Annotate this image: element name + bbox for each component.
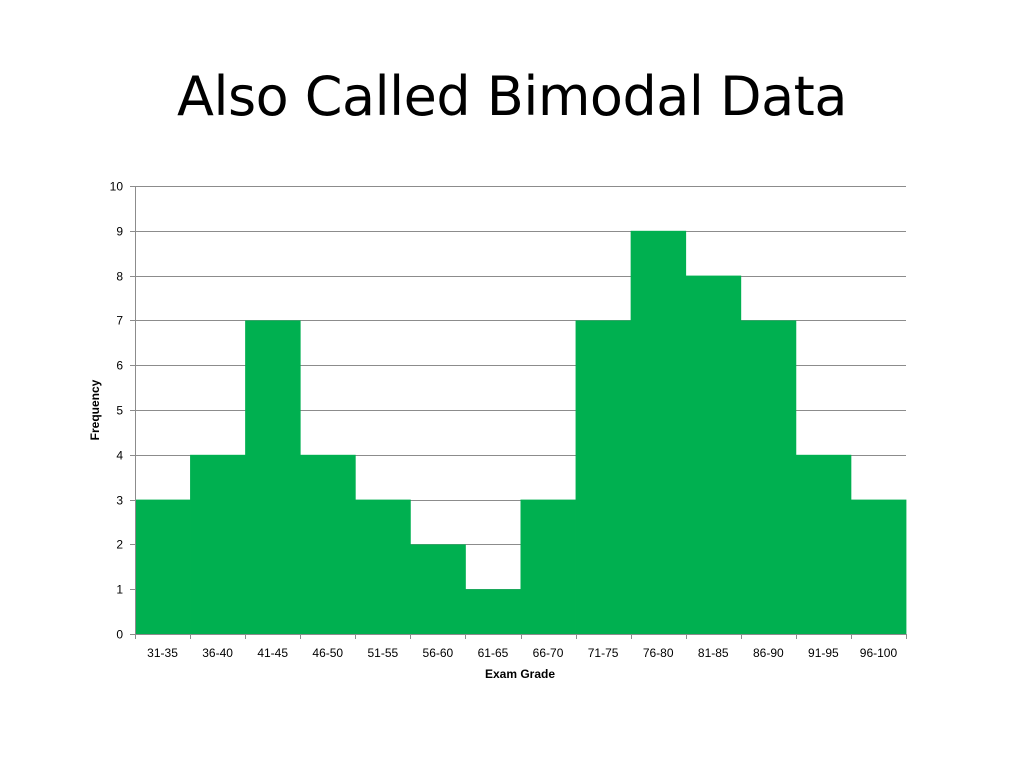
y-tick-label: 9 <box>116 225 123 239</box>
bar-66-70 <box>520 499 576 634</box>
bar-61-65 <box>465 589 521 634</box>
x-tick-label: 31-35 <box>147 646 178 660</box>
bar-71-75 <box>575 320 632 634</box>
x-tick-label: 76-80 <box>643 646 674 660</box>
x-tick-label: 81-85 <box>698 646 729 660</box>
x-axis-title: Exam Grade <box>485 667 555 681</box>
x-tick-label: 61-65 <box>478 646 509 660</box>
y-tick-label: 2 <box>116 538 123 552</box>
y-tick-label: 7 <box>116 314 123 328</box>
bar-96-100 <box>850 499 907 634</box>
bar-31-35 <box>135 499 191 634</box>
x-tick-label: 56-60 <box>423 646 454 660</box>
bar-41-45 <box>245 320 301 634</box>
y-tick-label: 5 <box>116 404 123 418</box>
bar-46-50 <box>300 454 356 634</box>
axes <box>130 186 907 639</box>
y-tick-labels: 0 1 2 3 4 5 6 7 8 9 10 <box>110 180 124 642</box>
bar-81-85 <box>685 275 742 634</box>
x-tick-label: 96-100 <box>860 646 898 660</box>
y-tick-label: 0 <box>116 628 123 642</box>
bar-76-80 <box>630 230 687 635</box>
y-tick-label: 10 <box>110 180 124 194</box>
y-axis-title: Frequency <box>88 379 102 440</box>
x-tick-labels: 31-35 36-40 41-45 46-50 51-55 56-60 61-65 66-70… <box>147 646 897 660</box>
y-tick-label: 3 <box>116 494 123 508</box>
bars <box>135 230 907 635</box>
x-tick-label: 41-45 <box>257 646 288 660</box>
y-tick-label: 6 <box>116 359 123 373</box>
x-tick-label: 46-50 <box>312 646 343 660</box>
y-tick-label: 4 <box>116 449 123 463</box>
x-tick-label: 36-40 <box>202 646 233 660</box>
x-tick-label: 91-95 <box>808 646 839 660</box>
x-tick-label: 71-75 <box>588 646 619 660</box>
y-tick-label: 8 <box>116 270 123 284</box>
x-tick-label: 66-70 <box>533 646 564 660</box>
slide-title: Also Called Bimodal Data <box>177 65 847 128</box>
bar-56-60 <box>410 544 466 634</box>
bar-36-40 <box>190 454 246 634</box>
bar-51-55 <box>355 499 411 634</box>
y-tick-label: 1 <box>116 583 123 597</box>
bar-91-95 <box>795 454 852 634</box>
x-tick-label: 86-90 <box>753 646 784 660</box>
x-tick-label: 51-55 <box>367 646 398 660</box>
bar-86-90 <box>740 320 797 634</box>
